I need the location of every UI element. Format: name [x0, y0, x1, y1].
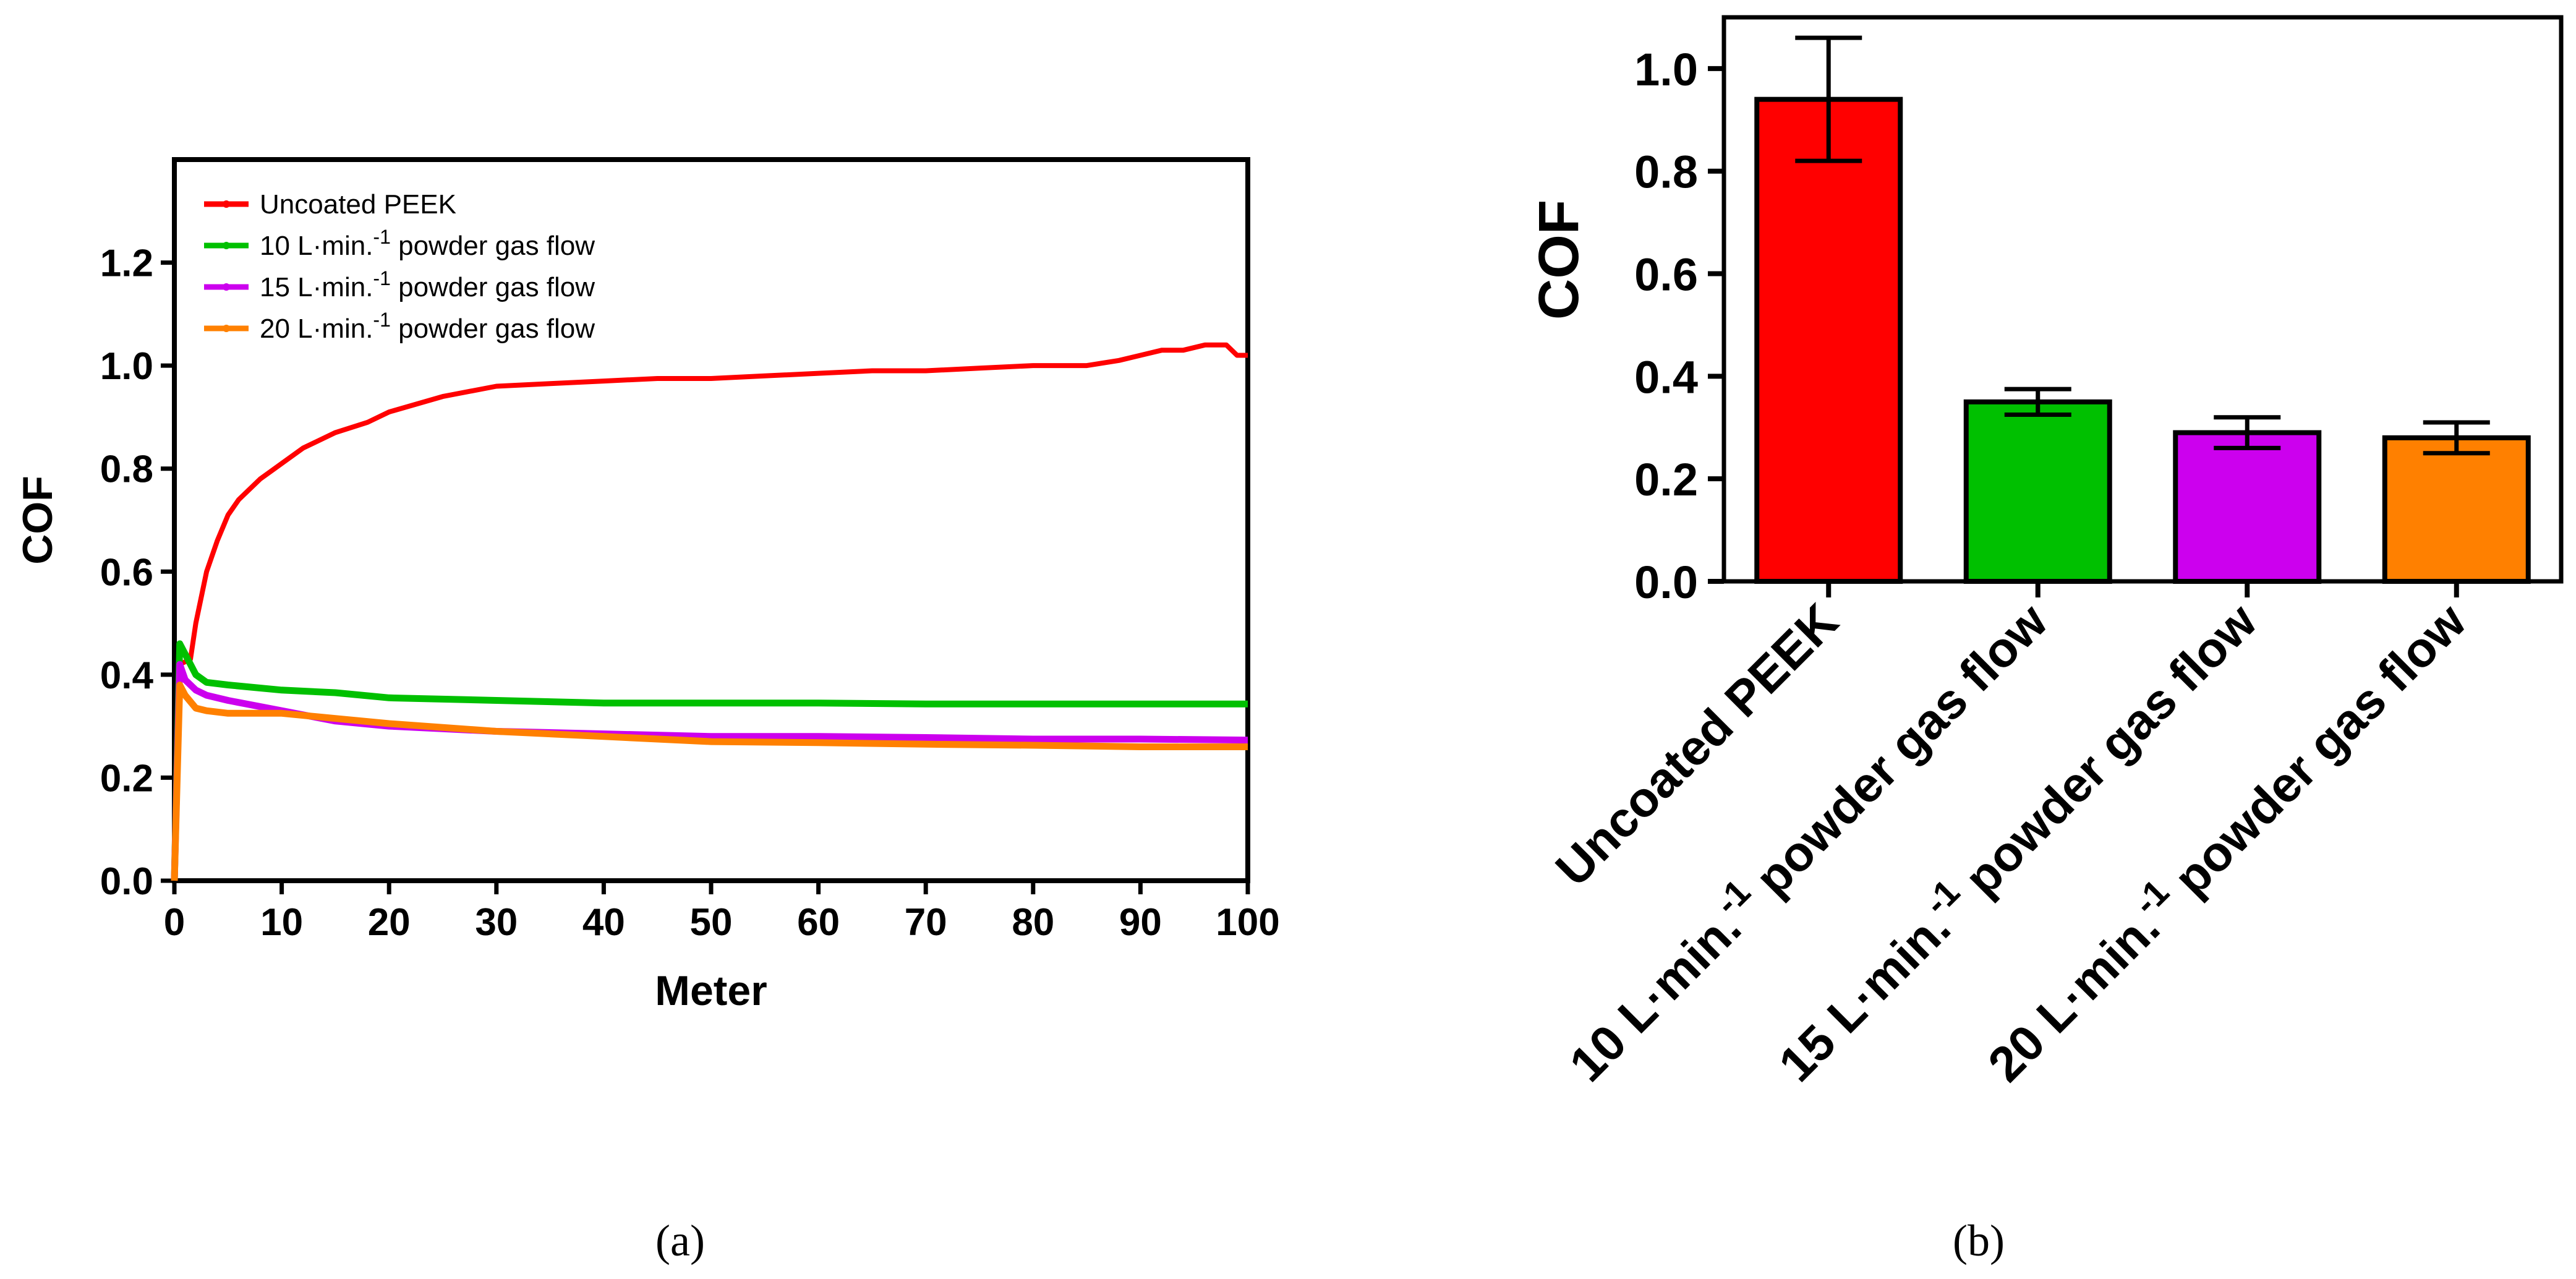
- x-tick-label: 20: [368, 901, 411, 944]
- y-tick-label: 1.0: [100, 345, 153, 388]
- line-chart-panel: 0.0 0.2 0.4 0.6 0.8 1.0 1.2 0 10 20 30 40 50 60 70 80 90…: [14, 157, 1280, 1265]
- bar-category-label-main: 10 L·min.: [1559, 899, 1751, 1092]
- bar: [2173, 430, 2322, 584]
- bar-chart-axes: 0.0 0.2 0.4 0.6 0.8 1.0: [1634, 15, 2564, 608]
- bar-chart-bars: [1754, 35, 2531, 597]
- legend-entry: 20 L·min.-1 powder gas flow: [260, 309, 595, 344]
- x-tick-label: 30: [475, 901, 518, 944]
- legend-entry-sup: -1: [373, 309, 390, 331]
- legend-marker: [223, 242, 230, 249]
- y-tick-label: 0.8: [100, 448, 153, 491]
- x-axis-title: Meter: [655, 967, 767, 1014]
- x-tick-label: 80: [1012, 901, 1054, 944]
- legend-entry-rest: powder gas flow: [391, 314, 595, 344]
- x-tick-label: 90: [1119, 901, 1162, 944]
- legend-entry-main: 20 L·min.: [260, 314, 373, 344]
- bar-y-tick-label: 0.8: [1634, 147, 1698, 198]
- x-tick-label: 100: [1216, 901, 1279, 944]
- x-tick-label: 0: [164, 901, 185, 944]
- legend-entry: 15 L·min.-1 powder gas flow: [260, 267, 595, 302]
- legend-entry-rest: powder gas flow: [391, 231, 595, 261]
- plot-frame: [172, 157, 1250, 883]
- bar-y-tick-label: 0.6: [1634, 249, 1698, 301]
- panel-caption-b: (b): [1953, 1216, 2005, 1265]
- bar-y-tick-label: 1.0: [1634, 44, 1698, 95]
- legend-marker: [223, 325, 230, 332]
- bar: [1963, 399, 2112, 584]
- legend-entry-main: 15 L·min.: [260, 272, 373, 302]
- y-axis-title: COF: [14, 476, 61, 565]
- legend-entry: 10 L·min.-1 powder gas flow: [260, 226, 595, 261]
- x-tick-label: 60: [797, 901, 840, 944]
- bar-y-axis-title: COF: [1527, 200, 1590, 320]
- series-line: [171, 661, 1248, 881]
- y-tick-label: 0.2: [100, 757, 153, 800]
- series-line: [171, 682, 1248, 881]
- bar: [2382, 435, 2531, 584]
- y-tick-label: 0.6: [100, 551, 153, 594]
- y-tick-label: 0.4: [100, 654, 154, 697]
- x-tick-label: 70: [905, 901, 947, 944]
- series-line: [172, 342, 1248, 881]
- bar-y-tick-label: 0.4: [1634, 351, 1698, 403]
- legend-entry-sup: -1: [373, 267, 390, 289]
- legend-entry-rest: powder gas flow: [391, 272, 595, 302]
- bar: [1754, 96, 1903, 584]
- line-chart-series: [171, 342, 1248, 881]
- y-tick-label: 0.0: [100, 860, 153, 903]
- x-tick-label: 40: [582, 901, 625, 944]
- legend-entry-main: Uncoated PEEK: [260, 189, 456, 220]
- bar-y-tick-label: 0.2: [1634, 454, 1698, 505]
- x-tick-label: 50: [690, 901, 733, 944]
- bar-y-tick-label: 0.0: [1634, 557, 1698, 608]
- legend-entry: Uncoated PEEK: [260, 189, 456, 220]
- y-tick-label: 1.2: [100, 242, 153, 285]
- line-chart-axes: 0.0 0.2 0.4 0.6 0.8 1.0 1.2 0 10 20 30 40 50 60 70 80 90…: [100, 157, 1280, 944]
- bar-plot-frame: [1721, 15, 2564, 584]
- legend-entry-sup: -1: [373, 226, 390, 248]
- bar-category-label-main: 15 L·min.: [1768, 899, 1961, 1092]
- panel-caption-a: (a): [655, 1216, 705, 1265]
- legend-marker: [223, 200, 230, 208]
- legend-entry-main: 10 L·min.: [260, 231, 373, 261]
- legend-marker: [223, 283, 230, 291]
- bar-category-label-main: 20 L·min.: [1977, 899, 2170, 1092]
- x-tick-label: 10: [260, 901, 303, 944]
- series-line: [171, 640, 1248, 881]
